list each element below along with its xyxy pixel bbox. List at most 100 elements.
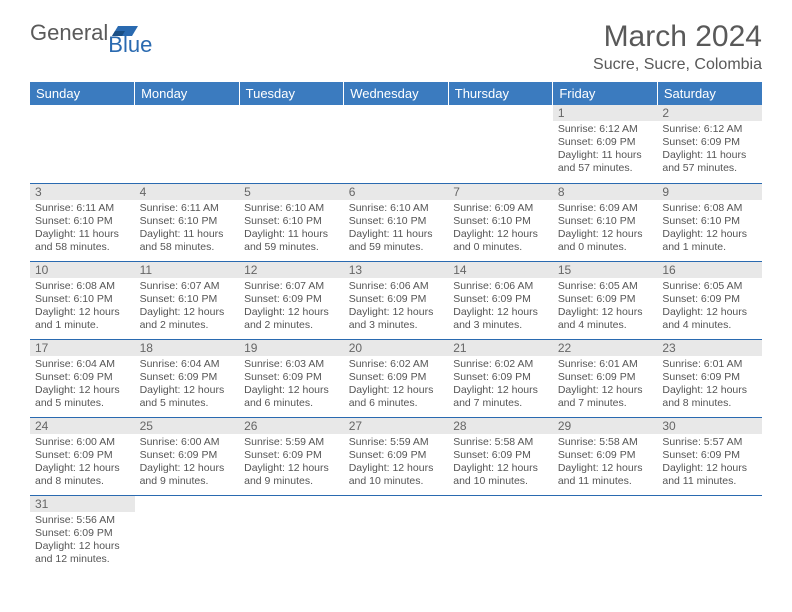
calendar-cell: 12Sunrise: 6:07 AMSunset: 6:09 PMDayligh… xyxy=(239,261,344,339)
calendar-cell: 20Sunrise: 6:02 AMSunset: 6:09 PMDayligh… xyxy=(344,339,449,417)
calendar-cell: 31Sunrise: 5:56 AMSunset: 6:09 PMDayligh… xyxy=(30,495,135,573)
day-details: Sunrise: 5:56 AMSunset: 6:09 PMDaylight:… xyxy=(30,512,135,570)
day-number: 20 xyxy=(344,340,449,356)
calendar-week-row: 24Sunrise: 6:00 AMSunset: 6:09 PMDayligh… xyxy=(30,417,762,495)
day-number: 23 xyxy=(657,340,762,356)
day-number: 6 xyxy=(344,184,449,200)
calendar-cell: 6Sunrise: 6:10 AMSunset: 6:10 PMDaylight… xyxy=(344,183,449,261)
day-number: 4 xyxy=(135,184,240,200)
calendar-cell: 22Sunrise: 6:01 AMSunset: 6:09 PMDayligh… xyxy=(553,339,658,417)
calendar-cell: 13Sunrise: 6:06 AMSunset: 6:09 PMDayligh… xyxy=(344,261,449,339)
day-number: 15 xyxy=(553,262,658,278)
day-details: Sunrise: 6:01 AMSunset: 6:09 PMDaylight:… xyxy=(553,356,658,414)
calendar-cell: 15Sunrise: 6:05 AMSunset: 6:09 PMDayligh… xyxy=(553,261,658,339)
day-number: 21 xyxy=(448,340,553,356)
calendar-week-row: 31Sunrise: 5:56 AMSunset: 6:09 PMDayligh… xyxy=(30,495,762,573)
day-details: Sunrise: 6:05 AMSunset: 6:09 PMDaylight:… xyxy=(657,278,762,336)
day-details: Sunrise: 6:04 AMSunset: 6:09 PMDaylight:… xyxy=(135,356,240,414)
day-details: Sunrise: 6:08 AMSunset: 6:10 PMDaylight:… xyxy=(30,278,135,336)
calendar-cell: 11Sunrise: 6:07 AMSunset: 6:10 PMDayligh… xyxy=(135,261,240,339)
day-number: 16 xyxy=(657,262,762,278)
day-number: 11 xyxy=(135,262,240,278)
day-details: Sunrise: 5:58 AMSunset: 6:09 PMDaylight:… xyxy=(553,434,658,492)
day-details: Sunrise: 6:12 AMSunset: 6:09 PMDaylight:… xyxy=(553,121,658,179)
day-number: 24 xyxy=(30,418,135,434)
day-details: Sunrise: 6:03 AMSunset: 6:09 PMDaylight:… xyxy=(239,356,344,414)
day-number: 28 xyxy=(448,418,553,434)
day-details: Sunrise: 6:00 AMSunset: 6:09 PMDaylight:… xyxy=(135,434,240,492)
day-details: Sunrise: 6:06 AMSunset: 6:09 PMDaylight:… xyxy=(448,278,553,336)
day-number: 12 xyxy=(239,262,344,278)
day-number: 9 xyxy=(657,184,762,200)
day-number: 29 xyxy=(553,418,658,434)
title-block: March 2024 Sucre, Sucre, Colombia xyxy=(593,20,762,74)
weekday-header: Tuesday xyxy=(239,82,344,105)
calendar-cell: 28Sunrise: 5:58 AMSunset: 6:09 PMDayligh… xyxy=(448,417,553,495)
calendar-cell: 9Sunrise: 6:08 AMSunset: 6:10 PMDaylight… xyxy=(657,183,762,261)
day-details: Sunrise: 5:59 AMSunset: 6:09 PMDaylight:… xyxy=(344,434,449,492)
calendar-cell xyxy=(135,495,240,573)
calendar-cell: 5Sunrise: 6:10 AMSunset: 6:10 PMDaylight… xyxy=(239,183,344,261)
calendar-cell: 29Sunrise: 5:58 AMSunset: 6:09 PMDayligh… xyxy=(553,417,658,495)
calendar-cell: 27Sunrise: 5:59 AMSunset: 6:09 PMDayligh… xyxy=(344,417,449,495)
calendar-cell xyxy=(657,495,762,573)
calendar-cell xyxy=(448,105,553,183)
weekday-header: Sunday xyxy=(30,82,135,105)
calendar-body: 1Sunrise: 6:12 AMSunset: 6:09 PMDaylight… xyxy=(30,105,762,573)
day-number: 13 xyxy=(344,262,449,278)
header: General Blue March 2024 Sucre, Sucre, Co… xyxy=(30,20,762,74)
day-details: Sunrise: 6:02 AMSunset: 6:09 PMDaylight:… xyxy=(344,356,449,414)
day-details: Sunrise: 6:08 AMSunset: 6:10 PMDaylight:… xyxy=(657,200,762,258)
calendar-cell xyxy=(135,105,240,183)
day-details: Sunrise: 6:07 AMSunset: 6:09 PMDaylight:… xyxy=(239,278,344,336)
calendar-cell: 16Sunrise: 6:05 AMSunset: 6:09 PMDayligh… xyxy=(657,261,762,339)
day-details: Sunrise: 6:11 AMSunset: 6:10 PMDaylight:… xyxy=(30,200,135,258)
day-details: Sunrise: 5:59 AMSunset: 6:09 PMDaylight:… xyxy=(239,434,344,492)
day-number: 27 xyxy=(344,418,449,434)
calendar-week-row: 3Sunrise: 6:11 AMSunset: 6:10 PMDaylight… xyxy=(30,183,762,261)
calendar-cell xyxy=(553,495,658,573)
day-number: 8 xyxy=(553,184,658,200)
day-details: Sunrise: 6:12 AMSunset: 6:09 PMDaylight:… xyxy=(657,121,762,179)
weekday-header: Friday xyxy=(553,82,658,105)
calendar-cell xyxy=(239,105,344,183)
calendar-cell: 14Sunrise: 6:06 AMSunset: 6:09 PMDayligh… xyxy=(448,261,553,339)
calendar-week-row: 1Sunrise: 6:12 AMSunset: 6:09 PMDaylight… xyxy=(30,105,762,183)
day-details: Sunrise: 6:11 AMSunset: 6:10 PMDaylight:… xyxy=(135,200,240,258)
calendar-cell: 30Sunrise: 5:57 AMSunset: 6:09 PMDayligh… xyxy=(657,417,762,495)
day-details: Sunrise: 6:00 AMSunset: 6:09 PMDaylight:… xyxy=(30,434,135,492)
day-number: 18 xyxy=(135,340,240,356)
day-details: Sunrise: 6:07 AMSunset: 6:10 PMDaylight:… xyxy=(135,278,240,336)
calendar-cell: 10Sunrise: 6:08 AMSunset: 6:10 PMDayligh… xyxy=(30,261,135,339)
day-details: Sunrise: 5:58 AMSunset: 6:09 PMDaylight:… xyxy=(448,434,553,492)
day-number: 22 xyxy=(553,340,658,356)
calendar-cell xyxy=(344,495,449,573)
calendar-cell: 21Sunrise: 6:02 AMSunset: 6:09 PMDayligh… xyxy=(448,339,553,417)
weekday-header: Saturday xyxy=(657,82,762,105)
day-details: Sunrise: 6:09 AMSunset: 6:10 PMDaylight:… xyxy=(553,200,658,258)
calendar-cell: 3Sunrise: 6:11 AMSunset: 6:10 PMDaylight… xyxy=(30,183,135,261)
logo: General Blue xyxy=(30,20,186,46)
calendar-cell: 7Sunrise: 6:09 AMSunset: 6:10 PMDaylight… xyxy=(448,183,553,261)
weekday-header-row: SundayMondayTuesdayWednesdayThursdayFrid… xyxy=(30,82,762,105)
calendar-week-row: 17Sunrise: 6:04 AMSunset: 6:09 PMDayligh… xyxy=(30,339,762,417)
calendar-cell: 1Sunrise: 6:12 AMSunset: 6:09 PMDaylight… xyxy=(553,105,658,183)
day-details: Sunrise: 6:06 AMSunset: 6:09 PMDaylight:… xyxy=(344,278,449,336)
day-details: Sunrise: 6:05 AMSunset: 6:09 PMDaylight:… xyxy=(553,278,658,336)
weekday-header: Monday xyxy=(135,82,240,105)
day-number: 3 xyxy=(30,184,135,200)
calendar-cell: 24Sunrise: 6:00 AMSunset: 6:09 PMDayligh… xyxy=(30,417,135,495)
day-number: 26 xyxy=(239,418,344,434)
day-number: 25 xyxy=(135,418,240,434)
calendar-cell: 26Sunrise: 5:59 AMSunset: 6:09 PMDayligh… xyxy=(239,417,344,495)
day-number: 19 xyxy=(239,340,344,356)
day-details: Sunrise: 5:57 AMSunset: 6:09 PMDaylight:… xyxy=(657,434,762,492)
calendar-cell xyxy=(448,495,553,573)
logo-text-general: General xyxy=(30,20,108,46)
calendar-cell: 4Sunrise: 6:11 AMSunset: 6:10 PMDaylight… xyxy=(135,183,240,261)
day-number: 1 xyxy=(553,105,658,121)
day-number: 14 xyxy=(448,262,553,278)
weekday-header: Wednesday xyxy=(344,82,449,105)
calendar-week-row: 10Sunrise: 6:08 AMSunset: 6:10 PMDayligh… xyxy=(30,261,762,339)
calendar-cell: 2Sunrise: 6:12 AMSunset: 6:09 PMDaylight… xyxy=(657,105,762,183)
